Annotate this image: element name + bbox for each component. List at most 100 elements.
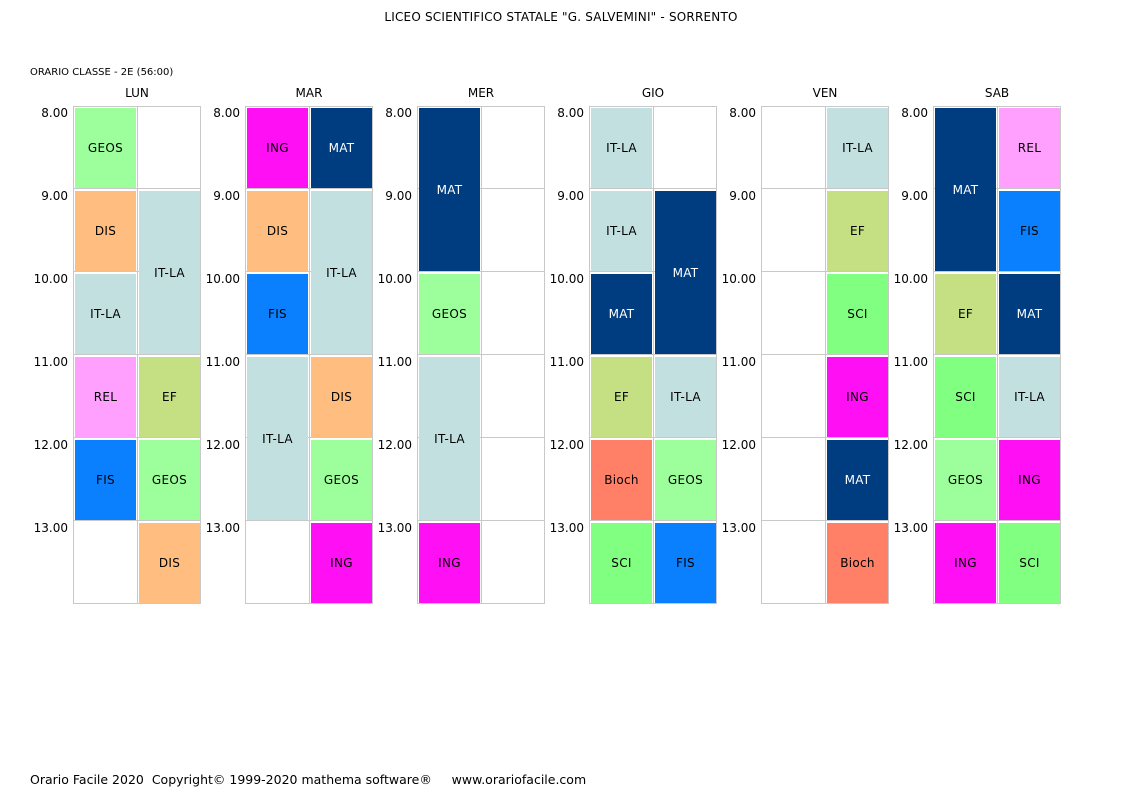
time-label: 12.00 [893,438,928,452]
lesson-geos: GEOS [935,440,996,520]
time-label: 13.00 [549,521,584,535]
time-label: 9.00 [385,189,412,203]
footer-copyright: Orario Facile 2020 Copyright© 1999-2020 … [30,772,587,787]
column-divider [137,106,138,604]
column-divider [825,106,826,604]
lesson-ing: ING [999,440,1060,520]
lesson-mat: MAT [655,191,716,354]
lesson-it-la: IT-LA [591,108,652,188]
school-title: LICEO SCIENTIFICO STATALE "G. SALVEMINI"… [384,10,738,24]
time-label: 11.00 [721,355,756,369]
lesson-fis: FIS [247,274,308,354]
class-label: ORARIO CLASSE - 2E (56:00) [30,67,174,78]
lesson-fis: FIS [75,440,136,520]
lesson-geos: GEOS [75,108,136,188]
lesson-mat: MAT [591,274,652,354]
time-label: 9.00 [213,189,240,203]
time-label: 13.00 [721,521,756,535]
lesson-it-la: IT-LA [311,191,372,354]
lesson-ef: EF [591,357,652,437]
lesson-ing: ING [247,108,308,188]
day-header-ven: VEN [812,86,838,100]
time-label: 11.00 [549,355,584,369]
time-label: 9.00 [901,189,928,203]
time-label: 8.00 [41,106,68,120]
day-header-mar: MAR [295,86,323,100]
lesson-sci: SCI [999,523,1060,603]
time-label: 10.00 [205,272,240,286]
time-label: 13.00 [377,521,412,535]
lesson-mat: MAT [419,108,480,271]
lesson-geos: GEOS [139,440,200,520]
lesson-it-la: IT-LA [247,357,308,520]
lesson-dis: DIS [247,191,308,271]
time-label: 13.00 [893,521,928,535]
day-header-sab: SAB [984,86,1010,100]
column-divider [653,106,654,604]
lesson-fis: FIS [999,191,1060,271]
lesson-it-la: IT-LA [999,357,1060,437]
time-label: 10.00 [549,272,584,286]
lesson-ing: ING [935,523,996,603]
column-divider [997,106,998,604]
lesson-sci: SCI [935,357,996,437]
time-label: 11.00 [33,355,68,369]
time-label: 9.00 [41,189,68,203]
lesson-ing: ING [311,523,372,603]
lesson-bioch: Bioch [591,440,652,520]
time-label: 8.00 [729,106,756,120]
lesson-rel: REL [999,108,1060,188]
lesson-ing: ING [419,523,480,603]
time-label: 12.00 [205,438,240,452]
lesson-it-la: IT-LA [139,191,200,354]
time-label: 11.00 [205,355,240,369]
time-label: 10.00 [377,272,412,286]
lesson-ef: EF [139,357,200,437]
day-header-gio: GIO [641,86,665,100]
time-label: 8.00 [557,106,584,120]
lesson-ef: EF [935,274,996,354]
time-label: 8.00 [213,106,240,120]
lesson-sci: SCI [591,523,652,603]
time-label: 11.00 [377,355,412,369]
time-label: 10.00 [33,272,68,286]
time-label: 12.00 [721,438,756,452]
lesson-it-la: IT-LA [827,108,888,188]
column-divider [481,106,482,604]
lesson-mat: MAT [827,440,888,520]
lesson-dis: DIS [75,191,136,271]
time-label: 9.00 [557,189,584,203]
time-label: 10.00 [721,272,756,286]
time-label: 13.00 [205,521,240,535]
lesson-dis: DIS [311,357,372,437]
lesson-mat: MAT [311,108,372,188]
lesson-fis: FIS [655,523,716,603]
time-label: 8.00 [901,106,928,120]
lesson-rel: REL [75,357,136,437]
lesson-ing: ING [827,357,888,437]
lesson-geos: GEOS [655,440,716,520]
time-label: 9.00 [729,189,756,203]
lesson-it-la: IT-LA [655,357,716,437]
time-label: 12.00 [33,438,68,452]
lesson-mat: MAT [935,108,996,271]
day-header-mer: MER [467,86,495,100]
day-header-lun: LUN [125,86,149,100]
lesson-it-la: IT-LA [75,274,136,354]
time-label: 12.00 [549,438,584,452]
lesson-geos: GEOS [419,274,480,354]
lesson-it-la: IT-LA [419,357,480,520]
time-label: 12.00 [377,438,412,452]
lesson-bioch: Bioch [827,523,888,603]
lesson-geos: GEOS [311,440,372,520]
lesson-sci: SCI [827,274,888,354]
time-label: 8.00 [385,106,412,120]
time-label: 11.00 [893,355,928,369]
time-label: 13.00 [33,521,68,535]
lesson-mat: MAT [999,274,1060,354]
time-label: 10.00 [893,272,928,286]
lesson-dis: DIS [139,523,200,603]
column-divider [309,106,310,604]
lesson-ef: EF [827,191,888,271]
lesson-it-la: IT-LA [591,191,652,271]
